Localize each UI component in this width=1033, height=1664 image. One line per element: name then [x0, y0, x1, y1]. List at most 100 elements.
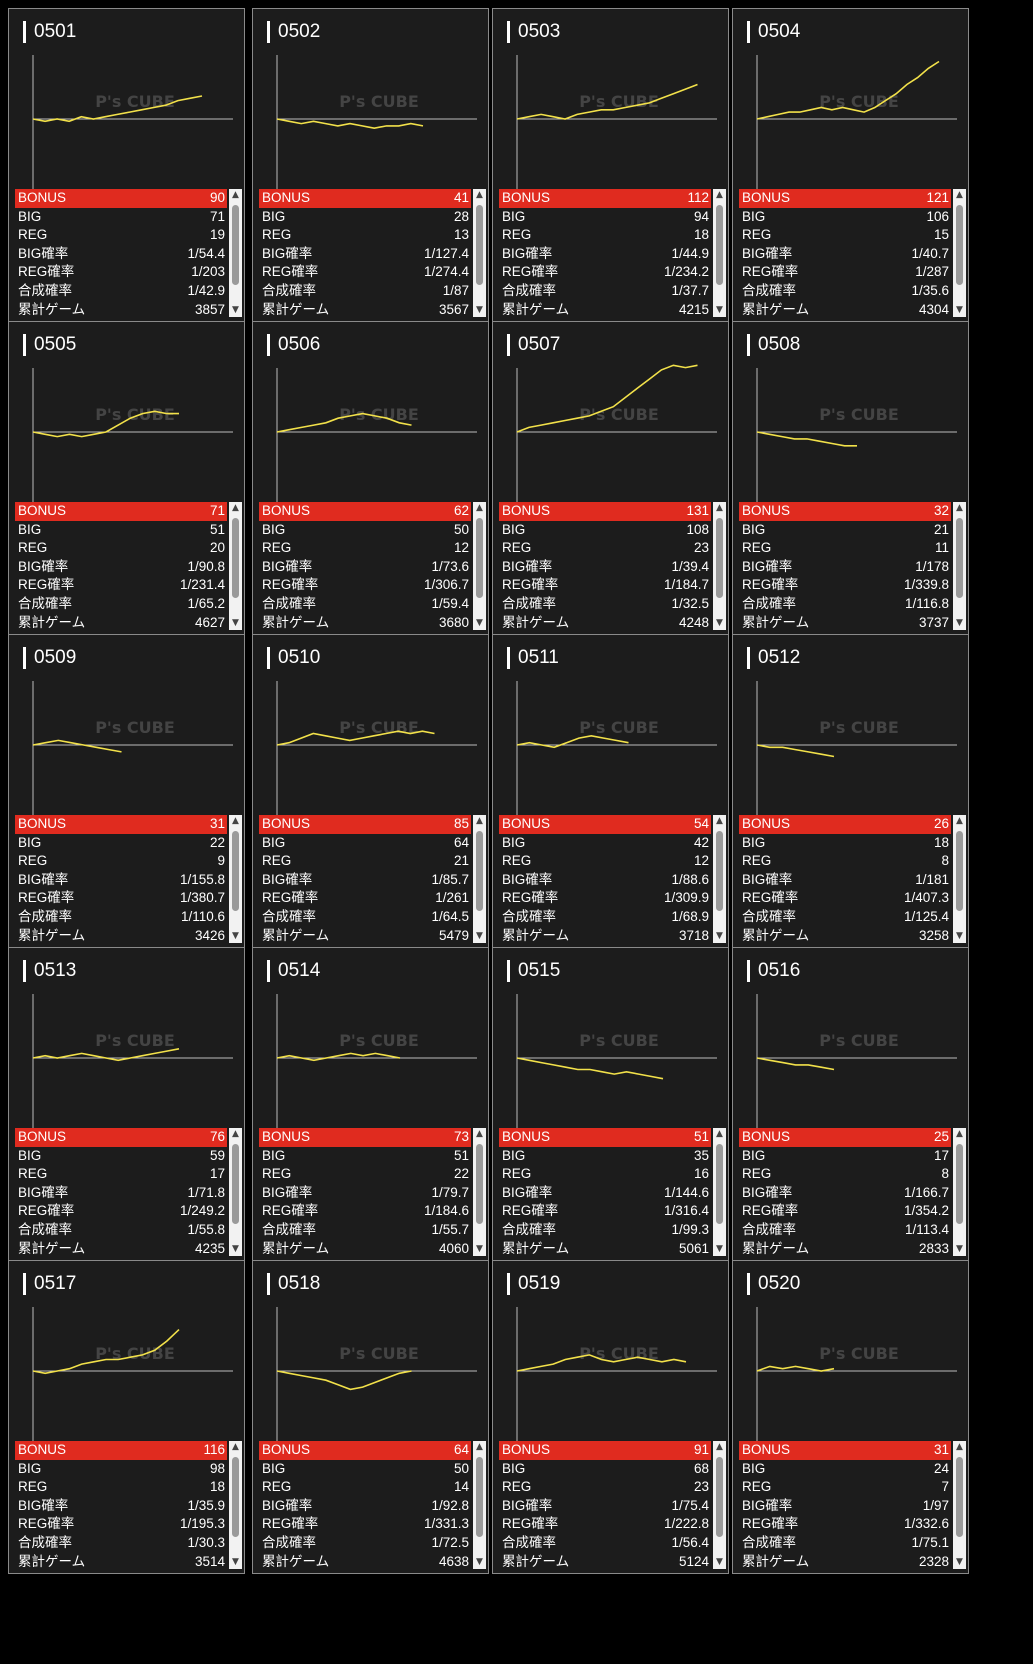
- scroll-down-icon[interactable]: ▼: [716, 618, 723, 628]
- scroll-down-icon[interactable]: ▼: [476, 305, 483, 315]
- machine-card[interactable]: 0503 P's CUBE BONUS 112 BIG 94 REG 18 BIG確率 1/44.…: [492, 8, 729, 322]
- stats-scrollbar[interactable]: ▲ ▼: [713, 1441, 726, 1569]
- scroll-up-icon[interactable]: ▲: [232, 1129, 239, 1139]
- scroll-thumb[interactable]: [232, 518, 239, 598]
- scroll-thumb[interactable]: [956, 518, 963, 598]
- scroll-up-icon[interactable]: ▲: [716, 190, 723, 200]
- scroll-up-icon[interactable]: ▲: [476, 1442, 483, 1452]
- scroll-thumb[interactable]: [232, 1457, 239, 1537]
- stats-scrollbar[interactable]: ▲ ▼: [713, 502, 726, 630]
- scroll-thumb[interactable]: [956, 205, 963, 285]
- scroll-down-icon[interactable]: ▼: [476, 1244, 483, 1254]
- scroll-thumb[interactable]: [956, 831, 963, 911]
- scroll-up-icon[interactable]: ▲: [956, 1442, 963, 1452]
- scroll-up-icon[interactable]: ▲: [476, 190, 483, 200]
- scroll-down-icon[interactable]: ▼: [956, 1244, 963, 1254]
- machine-card[interactable]: 0501 P's CUBE BONUS 90 BIG 71 REG 19 BIG確率 1/54.4…: [8, 8, 245, 322]
- scroll-down-icon[interactable]: ▼: [232, 305, 239, 315]
- stats-scrollbar[interactable]: ▲ ▼: [473, 1441, 486, 1569]
- scroll-down-icon[interactable]: ▼: [232, 1557, 239, 1567]
- scroll-down-icon[interactable]: ▼: [476, 931, 483, 941]
- stats-scrollbar[interactable]: ▲ ▼: [229, 815, 242, 943]
- scroll-thumb[interactable]: [716, 1457, 723, 1537]
- scroll-thumb[interactable]: [956, 1144, 963, 1224]
- scroll-up-icon[interactable]: ▲: [716, 816, 723, 826]
- scroll-up-icon[interactable]: ▲: [476, 1129, 483, 1139]
- stats-scrollbar[interactable]: ▲ ▼: [473, 502, 486, 630]
- scroll-thumb[interactable]: [476, 1144, 483, 1224]
- scroll-up-icon[interactable]: ▲: [232, 1442, 239, 1452]
- scroll-thumb[interactable]: [716, 205, 723, 285]
- machine-card[interactable]: 0520 P's CUBE BONUS 31 BIG 24 REG 7 BIG確率 1/97 REG…: [732, 1260, 969, 1574]
- scroll-down-icon[interactable]: ▼: [232, 618, 239, 628]
- scroll-down-icon[interactable]: ▼: [476, 618, 483, 628]
- scroll-thumb[interactable]: [716, 831, 723, 911]
- scroll-down-icon[interactable]: ▼: [476, 1557, 483, 1567]
- scroll-down-icon[interactable]: ▼: [232, 1244, 239, 1254]
- stats-scrollbar[interactable]: ▲ ▼: [953, 1128, 966, 1256]
- machine-card[interactable]: 0517 P's CUBE BONUS 116 BIG 98 REG 18 BIG確率 1/35.…: [8, 1260, 245, 1574]
- stats-scrollbar[interactable]: ▲ ▼: [953, 815, 966, 943]
- machine-card[interactable]: 0518 P's CUBE BONUS 64 BIG 50 REG 14 BIG確率 1/92.8…: [252, 1260, 489, 1574]
- scroll-up-icon[interactable]: ▲: [476, 816, 483, 826]
- machine-card[interactable]: 0508 P's CUBE BONUS 32 BIG 21 REG 11 BIG確率 1/178 R…: [732, 321, 969, 635]
- machine-card[interactable]: 0504 P's CUBE BONUS 121 BIG 106 REG 15 BIG確率 1/40…: [732, 8, 969, 322]
- scroll-down-icon[interactable]: ▼: [716, 1557, 723, 1567]
- stats-scrollbar[interactable]: ▲ ▼: [953, 189, 966, 317]
- scroll-thumb[interactable]: [232, 1144, 239, 1224]
- scroll-up-icon[interactable]: ▲: [232, 816, 239, 826]
- scroll-thumb[interactable]: [956, 1457, 963, 1537]
- scroll-thumb[interactable]: [232, 205, 239, 285]
- scroll-up-icon[interactable]: ▲: [232, 190, 239, 200]
- scroll-down-icon[interactable]: ▼: [716, 1244, 723, 1254]
- scroll-down-icon[interactable]: ▼: [716, 931, 723, 941]
- scroll-thumb[interactable]: [476, 205, 483, 285]
- machine-card[interactable]: 0502 P's CUBE BONUS 41 BIG 28 REG 13 BIG確率 1/127.…: [252, 8, 489, 322]
- scroll-up-icon[interactable]: ▲: [716, 503, 723, 513]
- stats-scrollbar[interactable]: ▲ ▼: [229, 502, 242, 630]
- stats-scrollbar[interactable]: ▲ ▼: [953, 1441, 966, 1569]
- scroll-up-icon[interactable]: ▲: [956, 816, 963, 826]
- stats-scrollbar[interactable]: ▲ ▼: [713, 1128, 726, 1256]
- machine-card[interactable]: 0511 P's CUBE BONUS 54 BIG 42 REG 12 BIG確率 1/88.6…: [492, 634, 729, 948]
- scroll-down-icon[interactable]: ▼: [956, 305, 963, 315]
- scroll-up-icon[interactable]: ▲: [956, 503, 963, 513]
- scroll-thumb[interactable]: [476, 518, 483, 598]
- scroll-down-icon[interactable]: ▼: [716, 305, 723, 315]
- stats-scrollbar[interactable]: ▲ ▼: [953, 502, 966, 630]
- stats-scrollbar[interactable]: ▲ ▼: [229, 189, 242, 317]
- scroll-up-icon[interactable]: ▲: [476, 503, 483, 513]
- stats-scrollbar[interactable]: ▲ ▼: [473, 1128, 486, 1256]
- stats-scrollbar[interactable]: ▲ ▼: [473, 189, 486, 317]
- scroll-up-icon[interactable]: ▲: [956, 190, 963, 200]
- scroll-thumb[interactable]: [716, 1144, 723, 1224]
- stats-scrollbar[interactable]: ▲ ▼: [229, 1441, 242, 1569]
- scroll-up-icon[interactable]: ▲: [716, 1442, 723, 1452]
- scroll-down-icon[interactable]: ▼: [956, 931, 963, 941]
- machine-card[interactable]: 0506 P's CUBE BONUS 62 BIG 50 REG 12 BIG確率 1/73.6…: [252, 321, 489, 635]
- scroll-thumb[interactable]: [476, 1457, 483, 1537]
- machine-card[interactable]: 0509 P's CUBE BONUS 31 BIG 22 REG 9 BIG確率 1/155.8…: [8, 634, 245, 948]
- machine-card[interactable]: 0507 P's CUBE BONUS 131 BIG 108 REG 23 BIG確率 1/39…: [492, 321, 729, 635]
- machine-card[interactable]: 0514 P's CUBE BONUS 73 BIG 51 REG 22 BIG確率 1/79.7…: [252, 947, 489, 1261]
- scroll-up-icon[interactable]: ▲: [956, 1129, 963, 1139]
- scroll-up-icon[interactable]: ▲: [716, 1129, 723, 1139]
- stats-scrollbar[interactable]: ▲ ▼: [713, 815, 726, 943]
- stats-scrollbar[interactable]: ▲ ▼: [713, 189, 726, 317]
- machine-card[interactable]: 0513 P's CUBE BONUS 76 BIG 59 REG 17 BIG確率 1/71.8…: [8, 947, 245, 1261]
- scroll-down-icon[interactable]: ▼: [232, 931, 239, 941]
- scroll-thumb[interactable]: [232, 831, 239, 911]
- scroll-down-icon[interactable]: ▼: [956, 1557, 963, 1567]
- machine-card[interactable]: 0516 P's CUBE BONUS 25 BIG 17 REG 8 BIG確率 1/166.7…: [732, 947, 969, 1261]
- machine-card[interactable]: 0519 P's CUBE BONUS 91 BIG 68 REG 23 BIG確率 1/75.4…: [492, 1260, 729, 1574]
- scroll-thumb[interactable]: [716, 518, 723, 598]
- scroll-thumb[interactable]: [476, 831, 483, 911]
- scroll-up-icon[interactable]: ▲: [232, 503, 239, 513]
- machine-card[interactable]: 0505 P's CUBE BONUS 71 BIG 51 REG 20 BIG確率 1/90.8…: [8, 321, 245, 635]
- stats-scrollbar[interactable]: ▲ ▼: [229, 1128, 242, 1256]
- scroll-down-icon[interactable]: ▼: [956, 618, 963, 628]
- machine-card[interactable]: 0510 P's CUBE BONUS 85 BIG 64 REG 21 BIG確率 1/85.7…: [252, 634, 489, 948]
- stats-scrollbar[interactable]: ▲ ▼: [473, 815, 486, 943]
- machine-card[interactable]: 0512 P's CUBE BONUS 26 BIG 18 REG 8 BIG確率 1/181 RE…: [732, 634, 969, 948]
- machine-card[interactable]: 0515 P's CUBE BONUS 51 BIG 35 REG 16 BIG確率 1/144.…: [492, 947, 729, 1261]
